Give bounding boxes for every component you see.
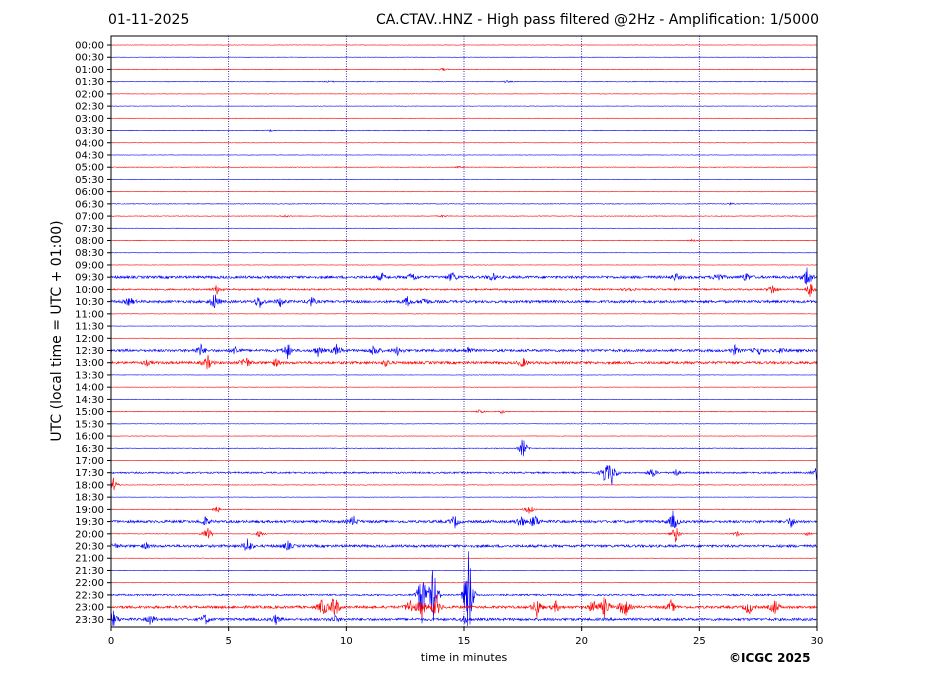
copyright-label: ©ICGC 2025 [729,651,811,665]
trace-2000 [110,527,818,543]
x-axis-label: time in minutes [420,651,508,664]
trace-1900 [110,506,818,514]
trace-1300 [110,355,818,370]
y-tick-label: 08:30 [75,248,104,259]
y-tick-label: 16:30 [75,444,104,455]
y-tick-label: 02:00 [75,89,104,100]
y-tick-label: 11:00 [75,309,104,320]
y-tick-label: 15:30 [75,419,104,430]
y-tick-label: 13:30 [75,370,104,381]
trace-0330 [110,128,818,132]
y-tick-label: 03:30 [75,126,104,137]
y-tick-label: 04:00 [75,138,104,149]
y-tick-label: 12:00 [75,334,104,345]
date-label: 01-11-2025 [108,12,190,28]
y-tick-label: 07:00 [75,212,104,223]
trace-1800 [110,477,818,491]
grid-group [228,36,700,627]
y-tick-label: 01:00 [75,65,104,76]
x-tick-label: 5 [225,636,231,647]
y-tick-label: 09:00 [75,260,104,271]
y-tick-label: 05:30 [75,175,104,186]
y-tick-label: 00:30 [75,53,104,64]
y-tick-label: 21:30 [75,566,104,577]
x-tick-label: 20 [575,636,588,647]
y-tick-label: 15:00 [75,407,104,418]
x-tick-label: 10 [340,636,353,647]
x-ticks-group: 0 5 10 15 20 25 30 [108,627,824,647]
x-tick-label: 25 [693,636,706,647]
y-tick-label: 22:00 [75,578,104,589]
chart-title: CA.CTAV..HNZ - High pass filtered @2Hz -… [376,12,819,28]
y-tick-label: 02:30 [75,102,104,113]
y-tick-label: 05:00 [75,163,104,174]
y-tick-label: 23:30 [75,615,104,626]
trace-0500 [110,165,818,169]
y-tick-label: 00:00 [75,41,104,52]
y-tick-label: 11:30 [75,322,104,333]
y-tick-label: 13:00 [75,358,104,369]
y-tick-label: 03:00 [75,114,104,125]
y-tick-label: 22:30 [75,590,104,601]
y-tick-label: 19:30 [75,517,104,528]
y-tick-label: 23:00 [75,603,104,614]
y-tick-label: 10:00 [75,285,104,296]
y-tick-label: 14:30 [75,395,104,406]
x-tick-label: 30 [811,636,824,647]
y-tick-label: 18:00 [75,480,104,491]
y-tick-label: 16:00 [75,432,104,443]
y-tick-label: 17:30 [75,468,104,479]
trace-0800 [110,238,818,242]
trace-1730 [110,465,818,485]
y-tick-label: 12:30 [75,346,104,357]
y-tick-label: 06:00 [75,187,104,198]
y-tick-label: 17:00 [75,456,104,467]
trace-1000 [110,283,818,297]
y-tick-label: 04:30 [75,150,104,161]
y-tick-label: 07:30 [75,224,104,235]
y-tick-label: 20:30 [75,542,104,553]
y-tick-label: 19:00 [75,505,104,516]
y-tick-label: 08:00 [75,236,104,247]
y-axis-label: UTC (local time = UTC + 01:00) [49,220,65,442]
y-tick-label: 14:00 [75,383,104,394]
y-tick-label: 18:30 [75,493,104,504]
x-tick-label: 0 [108,636,114,647]
y-tick-label: 20:00 [75,529,104,540]
y-tick-label: 21:00 [75,554,104,565]
y-tick-label: 01:30 [75,77,104,88]
y-tick-label: 09:30 [75,273,104,284]
trace-1630 [110,439,818,457]
y-tick-label: 10:30 [75,297,104,308]
y-tick-label: 06:30 [75,199,104,210]
x-tick-label: 15 [458,636,471,647]
